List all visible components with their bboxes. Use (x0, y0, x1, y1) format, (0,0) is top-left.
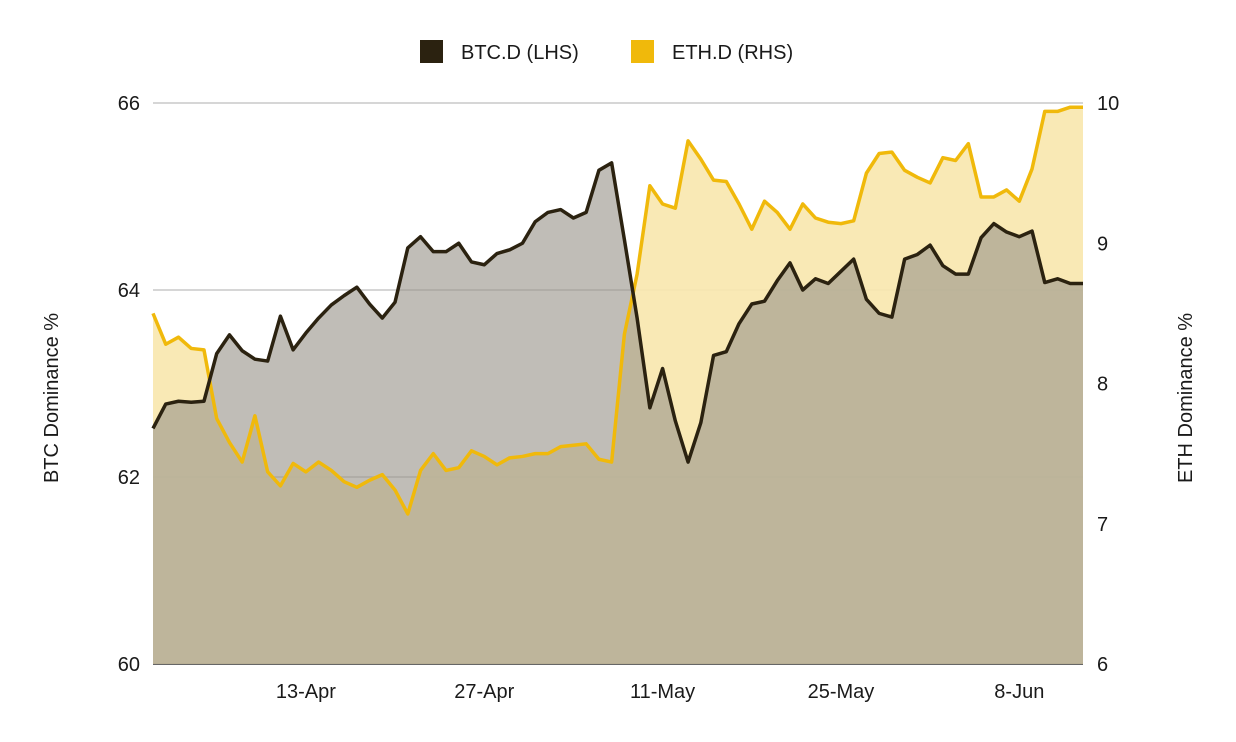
y-axis-right-ticks: 6 7 8 9 10 (1097, 93, 1119, 676)
btc-line (151, 161, 1083, 464)
y-axis-right-title: ETH Dominance % (1175, 313, 1197, 483)
x-tick: 13-Apr (276, 681, 336, 703)
y-tick-right: 6 (1097, 654, 1108, 676)
x-axis-ticks: 13-Apr 27-Apr 11-May 25-May 8-Jun (276, 681, 1044, 703)
y-tick-right: 10 (1097, 93, 1119, 115)
legend: BTC.D (LHS) ETH.D (RHS) (420, 40, 793, 64)
y-tick-right: 9 (1097, 233, 1108, 255)
eth-line (151, 105, 1083, 516)
y-axis-left-title: BTC Dominance % (41, 313, 63, 483)
x-tick: 27-Apr (454, 681, 514, 703)
legend-label-btc: BTC.D (LHS) (461, 42, 579, 64)
y-tick-right: 7 (1097, 514, 1108, 536)
legend-swatch-btc (420, 40, 443, 63)
y-tick-left: 62 (118, 467, 140, 489)
legend-item-btc: BTC.D (LHS) (420, 40, 579, 64)
x-tick: 25-May (808, 681, 875, 703)
x-tick: 11-May (630, 681, 695, 703)
legend-label-eth: ETH.D (RHS) (672, 42, 793, 64)
y-tick-left: 64 (118, 280, 140, 302)
series-lines (151, 105, 1083, 516)
legend-item-eth: ETH.D (RHS) (631, 40, 793, 64)
x-tick: 8-Jun (994, 681, 1044, 703)
y-tick-left: 60 (118, 654, 140, 676)
legend-swatch-eth (631, 40, 654, 63)
y-tick-right: 8 (1097, 374, 1108, 396)
y-tick-left: 66 (118, 93, 140, 115)
y-axis-left-ticks: 60 62 64 66 (118, 93, 140, 676)
